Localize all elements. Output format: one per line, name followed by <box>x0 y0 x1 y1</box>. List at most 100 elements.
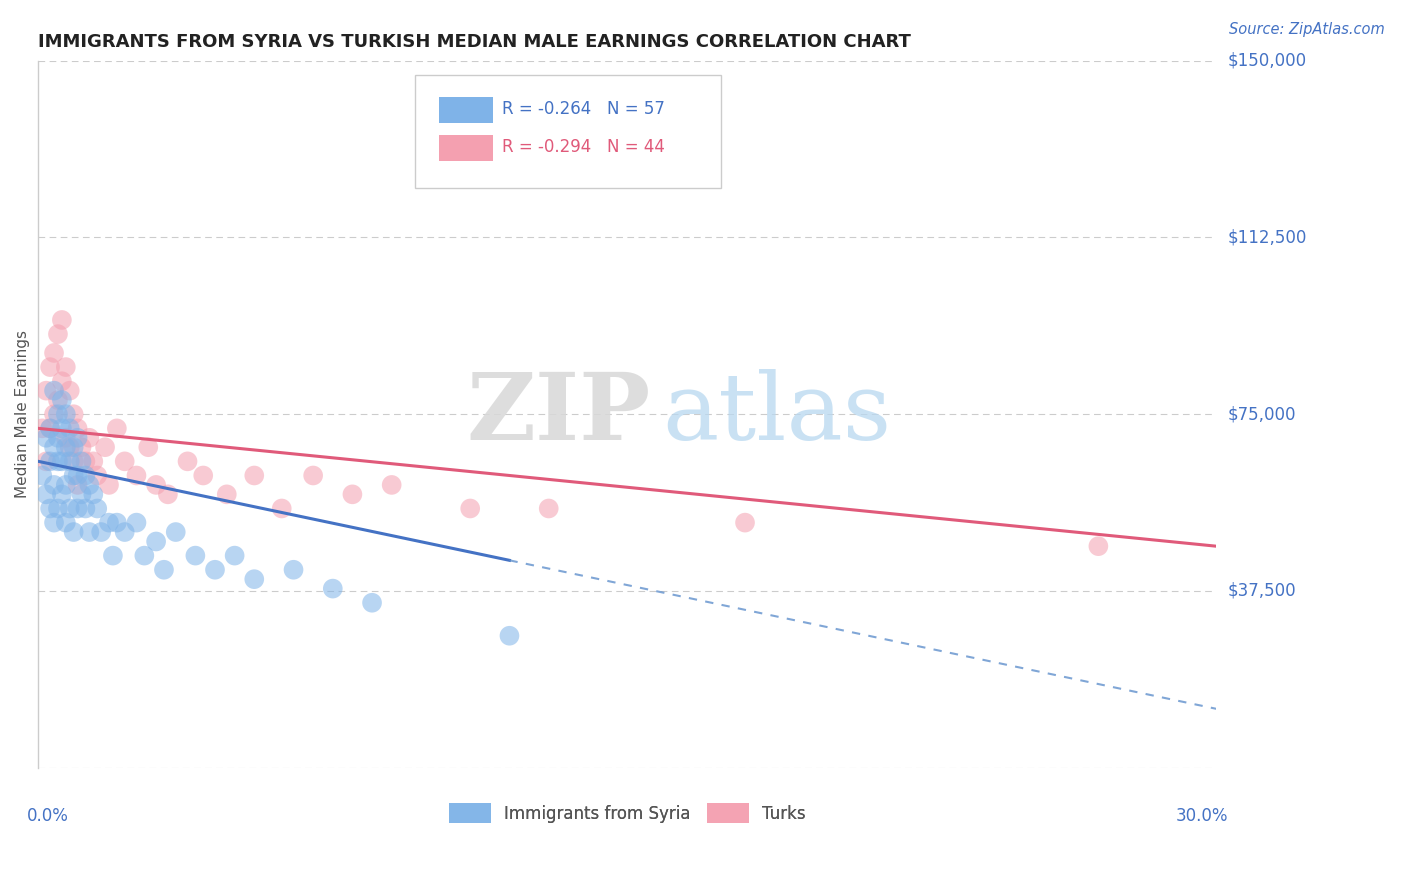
Text: 0.0%: 0.0% <box>27 806 69 824</box>
Point <box>55 478 77 492</box>
Text: R = -0.264   N = 57: R = -0.264 N = 57 <box>502 100 665 118</box>
Text: $112,500: $112,500 <box>1227 228 1306 246</box>
Point <box>90 524 112 539</box>
Point <box>361 596 384 610</box>
FancyBboxPatch shape <box>415 75 721 188</box>
Text: IMMIGRANTS FROM SYRIA VS TURKISH MEDIAN MALE EARNINGS CORRELATION CHART: IMMIGRANTS FROM SYRIA VS TURKISH MEDIAN … <box>38 33 911 51</box>
Point <box>46 327 69 342</box>
Point <box>145 534 167 549</box>
Point <box>39 421 62 435</box>
Point <box>39 421 62 435</box>
Point <box>62 524 84 539</box>
Point <box>42 346 65 360</box>
Point <box>70 454 93 468</box>
Point <box>42 478 65 492</box>
Text: $37,500: $37,500 <box>1227 582 1296 600</box>
Point <box>302 468 325 483</box>
Point <box>75 468 97 483</box>
Point <box>70 440 93 454</box>
Point <box>51 393 73 408</box>
Point <box>66 421 89 435</box>
Point <box>114 524 136 539</box>
Point <box>156 487 179 501</box>
Point <box>42 516 65 530</box>
Point <box>62 440 84 454</box>
Point <box>66 431 89 445</box>
Point <box>193 468 215 483</box>
Point <box>98 516 121 530</box>
Point <box>82 454 104 468</box>
Point <box>125 468 148 483</box>
Point <box>153 563 176 577</box>
Point <box>94 440 117 454</box>
Point <box>51 374 73 388</box>
Text: $150,000: $150,000 <box>1227 52 1306 70</box>
Point <box>114 454 136 468</box>
Point <box>59 421 82 435</box>
Point <box>46 501 69 516</box>
Point <box>42 384 65 398</box>
Point <box>51 421 73 435</box>
Point <box>79 478 101 492</box>
Point <box>55 407 77 421</box>
Text: ZIP: ZIP <box>467 369 651 459</box>
Point <box>35 454 58 468</box>
Point <box>176 454 198 468</box>
Point <box>46 407 69 421</box>
Point <box>39 501 62 516</box>
Text: $75,000: $75,000 <box>1227 405 1296 423</box>
Point <box>46 454 69 468</box>
Point <box>42 407 65 421</box>
Point <box>145 478 167 492</box>
Point <box>342 487 364 501</box>
Point <box>498 629 520 643</box>
Point <box>537 501 560 516</box>
Point <box>46 431 69 445</box>
FancyBboxPatch shape <box>439 135 494 161</box>
Point <box>59 501 82 516</box>
Point <box>381 478 404 492</box>
Point <box>42 440 65 454</box>
Point <box>39 360 62 375</box>
Point <box>125 516 148 530</box>
Y-axis label: Median Male Earnings: Median Male Earnings <box>15 330 30 499</box>
Point <box>75 501 97 516</box>
Point <box>55 360 77 375</box>
Point <box>59 384 82 398</box>
Point <box>75 454 97 468</box>
FancyBboxPatch shape <box>439 97 494 123</box>
Point <box>136 440 159 454</box>
Point <box>35 384 58 398</box>
Point <box>184 549 207 563</box>
Point <box>59 440 82 454</box>
Point <box>51 313 73 327</box>
Text: 30.0%: 30.0% <box>1175 806 1227 824</box>
Text: atlas: atlas <box>662 369 891 459</box>
Point <box>70 487 93 501</box>
Point <box>79 431 101 445</box>
Point <box>204 563 226 577</box>
Point <box>31 421 53 435</box>
Point <box>243 468 266 483</box>
Text: R = -0.294   N = 44: R = -0.294 N = 44 <box>502 138 665 156</box>
Point <box>39 454 62 468</box>
Point <box>35 431 58 445</box>
Point <box>79 524 101 539</box>
Point <box>86 501 108 516</box>
Point <box>59 454 82 468</box>
Point <box>62 468 84 483</box>
Point <box>105 516 128 530</box>
Point <box>46 393 69 408</box>
Legend: Immigrants from Syria, Turks: Immigrants from Syria, Turks <box>441 797 813 830</box>
Point <box>51 487 73 501</box>
Text: Source: ZipAtlas.com: Source: ZipAtlas.com <box>1229 22 1385 37</box>
Point <box>283 563 305 577</box>
Point <box>82 487 104 501</box>
Point <box>66 501 89 516</box>
Point <box>322 582 344 596</box>
Point <box>55 516 77 530</box>
Point <box>31 468 53 483</box>
Point <box>62 407 84 421</box>
Point <box>66 478 89 492</box>
Point <box>35 487 58 501</box>
